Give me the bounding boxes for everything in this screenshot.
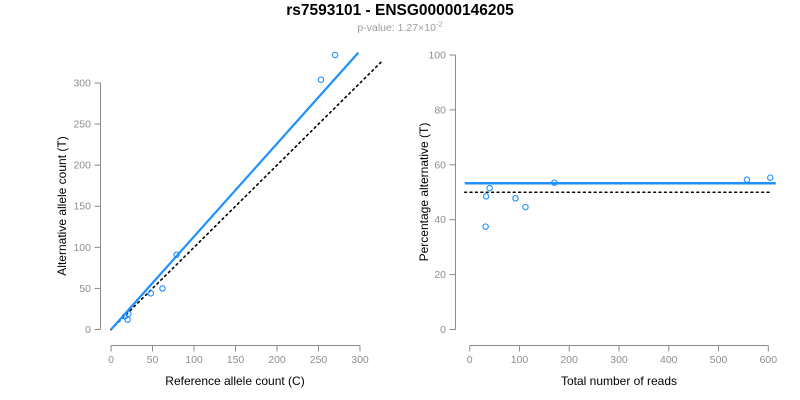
data-point (147, 290, 155, 297)
x-tick-label: 300 (610, 354, 628, 366)
data-point (743, 176, 751, 183)
data-point (125, 310, 132, 318)
x-tick-label: 200 (560, 354, 578, 366)
data-point (767, 174, 774, 181)
y-tick-label: 40 (434, 214, 446, 226)
x-tick-label: 100 (185, 354, 203, 366)
y-tick-label: 20 (434, 269, 446, 281)
fit-line (110, 51, 360, 331)
x-tick-label: 0 (467, 354, 473, 366)
x-tick-label: 50 (147, 354, 159, 366)
data-point (512, 195, 519, 202)
right-plot-xlabel: Total number of reads (560, 374, 678, 388)
data-point (551, 179, 558, 186)
x-tick-label: 0 (108, 354, 114, 366)
data-point (482, 223, 489, 230)
left-plot-xlabel: Reference allele count (C) (165, 374, 305, 388)
left-plot-ylabel: Alternative allele count (T) (55, 136, 69, 276)
x-tick-label: 400 (660, 354, 678, 366)
x-tick-label: 250 (310, 354, 328, 366)
right-plot-ylabel: Percentage alternative (T) (417, 122, 431, 262)
data-point (159, 285, 166, 292)
x-tick-label: 150 (227, 354, 245, 366)
y-tick-label: 60 (434, 159, 446, 171)
y-tick-label: 150 (73, 201, 91, 213)
x-tick-label: 300 (351, 354, 369, 366)
pvalue-text: p-value: 1.27×10 (357, 22, 436, 34)
x-tick-label: 600 (760, 354, 778, 366)
figure-subtitle: p-value: 1.27×10-2 (0, 19, 800, 34)
y-tick-label: 0 (440, 324, 446, 336)
data-point (522, 203, 529, 211)
data-point (331, 51, 339, 59)
identity-line (110, 60, 383, 331)
y-tick-label: 300 (73, 77, 91, 89)
y-tick-label: 80 (434, 104, 446, 116)
y-tick-label: 100 (428, 50, 446, 62)
data-point (486, 184, 493, 192)
data-point (173, 251, 180, 258)
y-tick-label: 0 (85, 324, 91, 336)
x-tick-label: 100 (511, 354, 529, 366)
data-point (482, 193, 490, 200)
x-tick-label: 200 (268, 354, 286, 366)
figure-title: rs7593101 - ENSG00000146205 (286, 2, 514, 19)
data-point (317, 76, 325, 83)
x-tick-label: 500 (710, 354, 728, 366)
y-tick-label: 250 (73, 119, 91, 131)
y-tick-label: 100 (73, 242, 91, 254)
y-tick-label: 50 (79, 283, 91, 295)
y-tick-label: 200 (73, 160, 91, 172)
pvalue-exponent: -2 (435, 19, 443, 29)
